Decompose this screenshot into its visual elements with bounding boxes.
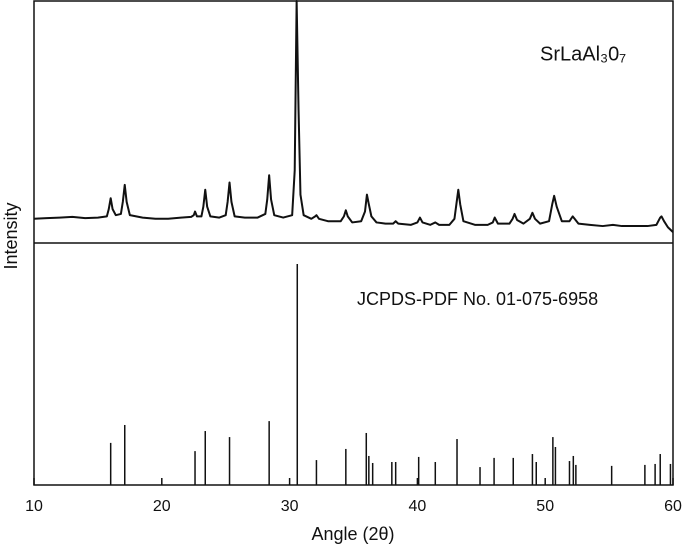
- x-tick-label: 30: [281, 498, 299, 515]
- x-axis-label: Angle (2θ): [311, 524, 394, 544]
- xrd-pattern: [33, 0, 674, 233]
- reference-label: JCPDS-PDF No. 01-075-6958: [357, 289, 598, 309]
- x-tick-label: 40: [409, 498, 427, 515]
- x-tick-label: 20: [153, 498, 171, 515]
- y-axis-label: Intensity: [1, 202, 21, 269]
- x-tick-label: 60: [664, 498, 682, 515]
- x-tick-label: 10: [25, 498, 43, 515]
- phase-label: SrLaAl₃0₇: [540, 43, 626, 65]
- x-tick-label: 50: [536, 498, 554, 515]
